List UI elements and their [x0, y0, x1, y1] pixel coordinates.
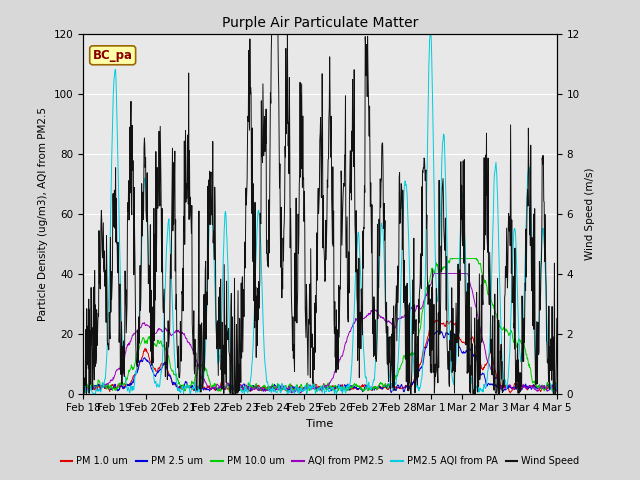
Y-axis label: Wind Speed (m/s): Wind Speed (m/s) — [586, 168, 595, 260]
X-axis label: Time: Time — [307, 419, 333, 429]
Y-axis label: Particle Density (ug/m3), AQI from PM2.5: Particle Density (ug/m3), AQI from PM2.5 — [38, 107, 48, 321]
Title: Purple Air Particulate Matter: Purple Air Particulate Matter — [222, 16, 418, 30]
Text: BC_pa: BC_pa — [93, 49, 132, 62]
Legend: PM 1.0 um, PM 2.5 um, PM 10.0 um, AQI from PM2.5, PM2.5 AQI from PA, Wind Speed: PM 1.0 um, PM 2.5 um, PM 10.0 um, AQI fr… — [57, 453, 583, 470]
